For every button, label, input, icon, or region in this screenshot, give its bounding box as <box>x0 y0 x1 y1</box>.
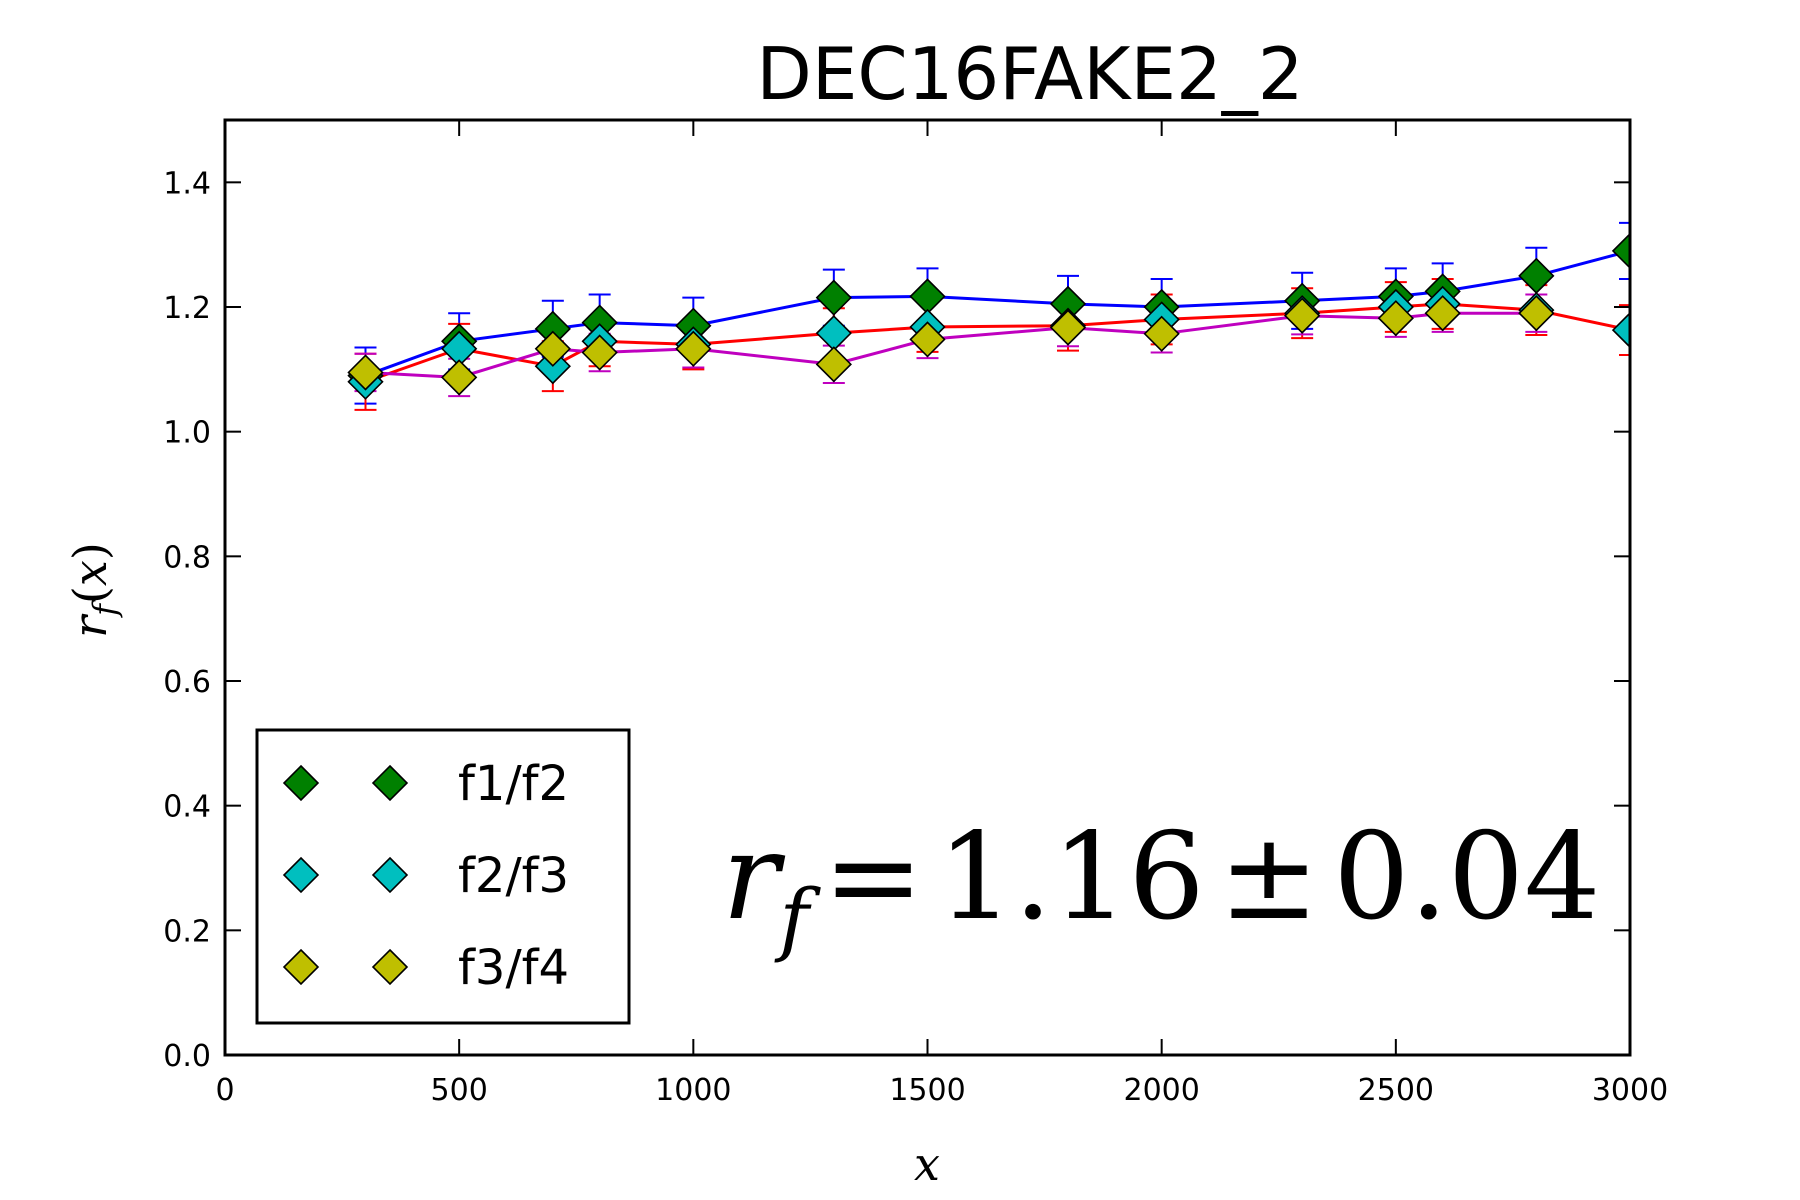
annotation-equals: = <box>823 808 924 947</box>
y-tick-label: 0.0 <box>163 1039 211 1074</box>
data-point-marker <box>441 359 478 396</box>
annotation-value: 1.16 <box>938 808 1205 947</box>
y-axis-label-arg: x <box>63 560 117 586</box>
annotation-uncertainty: 0.04 <box>1333 808 1600 947</box>
legend-marker <box>282 856 320 894</box>
y-tick-label: 0.2 <box>163 914 211 949</box>
legend-label: f3/f4 <box>458 940 569 996</box>
y-axis-label-paren-open: ( <box>63 586 117 604</box>
data-point-marker <box>534 330 571 367</box>
data-point-marker <box>815 279 852 316</box>
y-tick-label: 1.2 <box>163 291 211 326</box>
y-tick-label: 1.0 <box>163 416 211 451</box>
legend: f1/f2 f2/f3 f3/f4 <box>255 728 631 1025</box>
annotation-plus-minus: ± <box>1219 808 1320 947</box>
data-point-marker <box>1424 295 1461 332</box>
legend-box <box>255 728 631 1025</box>
data-point-marker <box>581 334 618 371</box>
svg-text:rf(x): rf(x) <box>63 542 124 638</box>
annotation-symbol: r <box>722 808 786 947</box>
y-axis-label-paren-close: ) <box>63 542 117 560</box>
data-point-marker <box>1377 300 1414 337</box>
x-tick-label: 3000 <box>1592 1073 1668 1108</box>
legend-label: f2/f3 <box>458 848 569 904</box>
legend-marker <box>371 856 409 894</box>
x-axis-label: x <box>914 1137 940 1191</box>
data-layer <box>347 221 1630 411</box>
data-point-marker <box>1518 295 1555 332</box>
legend-marker <box>282 764 320 802</box>
x-tick-label: 2500 <box>1358 1073 1434 1108</box>
y-axis-label-symbol: r <box>63 613 117 638</box>
y-tick-label: 0.4 <box>163 790 211 825</box>
chart-title: DEC16FAKE2_2 <box>756 32 1303 116</box>
legend-marker <box>371 948 409 986</box>
fit-result-annotation: rf = 1.16 ±0.04 <box>722 808 1600 965</box>
y-tick-label: 0.6 <box>163 665 211 700</box>
data-point-marker <box>1611 232 1630 270</box>
legend-label: f1/f2 <box>458 756 569 812</box>
data-point-marker <box>909 321 946 358</box>
data-point-marker <box>1143 315 1180 352</box>
svg-text:rf=1.16±0.04: rf = 1.16 ±0.04 <box>722 808 1600 965</box>
x-tick-label: 1000 <box>655 1073 731 1108</box>
x-axis-label-text: x <box>914 1137 940 1191</box>
legend-marker <box>282 948 320 986</box>
data-point-marker <box>1611 311 1630 349</box>
data-point-marker <box>347 354 384 391</box>
legend-marker <box>371 764 409 802</box>
x-tick-label: 0 <box>215 1073 234 1108</box>
data-point-marker <box>815 346 852 383</box>
data-point-marker <box>675 330 712 367</box>
x-tick-label: 1500 <box>889 1073 965 1108</box>
x-tick-label: 2000 <box>1123 1073 1199 1108</box>
y-tick-label: 0.8 <box>163 540 211 575</box>
data-point-marker <box>1284 297 1321 334</box>
y-tick-label: 1.4 <box>163 166 211 201</box>
y-axis-label: rf(x) <box>63 542 124 638</box>
data-point-marker <box>1049 309 1087 346</box>
x-tick-label: 500 <box>431 1073 488 1108</box>
